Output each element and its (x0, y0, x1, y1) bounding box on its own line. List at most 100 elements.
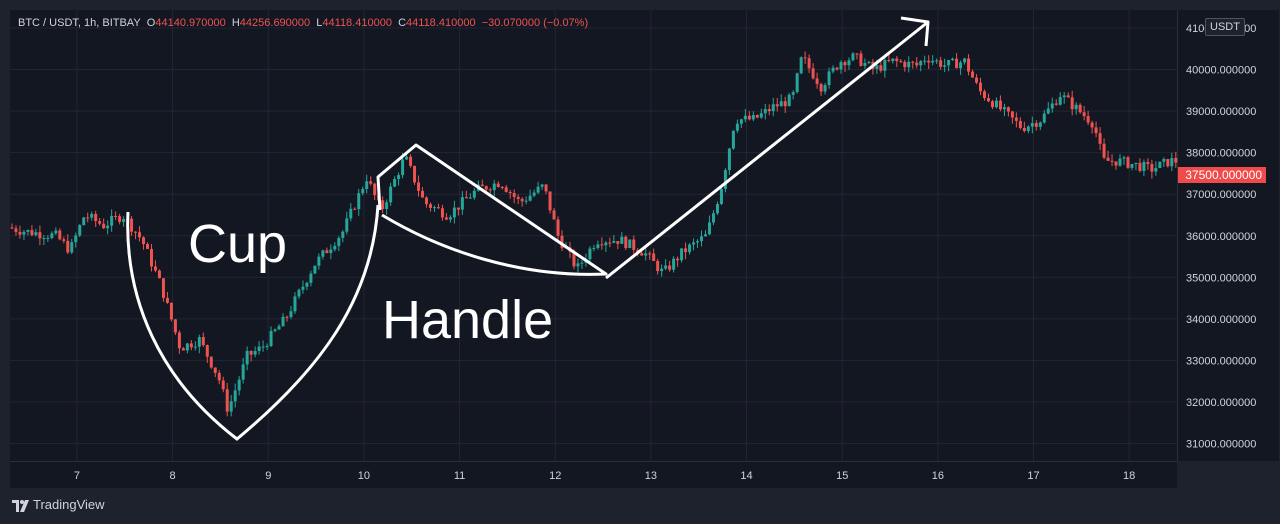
y-tick-label: 33000.000000 (1186, 355, 1256, 367)
candle-body (110, 215, 114, 226)
candle-body (405, 156, 409, 160)
candle-body (146, 244, 150, 249)
candle-body (297, 289, 301, 297)
candle-body (209, 356, 213, 368)
candle-body (197, 337, 201, 347)
candle-body (233, 390, 237, 402)
candle-body (480, 184, 484, 187)
candle-body (1086, 116, 1090, 123)
candle-body (181, 348, 185, 351)
candle-body (1106, 157, 1110, 161)
candle-body (1174, 158, 1178, 163)
candle-body (1054, 103, 1058, 105)
candle-body (90, 213, 94, 218)
candle-body (229, 401, 233, 412)
candle-body (157, 270, 161, 279)
legend-open-value: 44140.970000 (155, 17, 226, 29)
candle-body (1058, 97, 1062, 105)
candle-body (78, 225, 82, 236)
candle-body (727, 148, 731, 171)
candle-body (608, 242, 612, 244)
candle-body (34, 232, 38, 236)
candle-body (1130, 163, 1134, 168)
candle-body (86, 217, 90, 219)
candle-body (947, 60, 951, 66)
candle-body (632, 239, 636, 250)
candle-body (428, 204, 432, 208)
candle-body (385, 202, 389, 209)
candle-body (827, 71, 831, 86)
candle-body (74, 235, 78, 243)
tradingview-brand-label[interactable]: TradingView (33, 497, 105, 512)
candle-body (851, 53, 855, 61)
candle-body (452, 207, 456, 218)
x-tick-label: 15 (836, 470, 848, 482)
candle-body (464, 197, 468, 199)
candle-body (959, 62, 963, 69)
candle-body (118, 216, 122, 222)
candle-body (1030, 123, 1034, 127)
candle-body (572, 251, 576, 267)
candle-body (982, 91, 986, 99)
candle-body (548, 191, 552, 211)
candle-body (656, 260, 660, 272)
candle-body (986, 98, 990, 102)
candle-body (767, 109, 771, 112)
candle-body (401, 159, 405, 176)
candle-body (1074, 104, 1078, 110)
candle-body (10, 227, 14, 229)
candle-body (967, 58, 971, 72)
y-tick-label: 34000.000000 (1186, 314, 1256, 326)
candle-body (353, 208, 357, 210)
candle-body (153, 266, 157, 271)
x-tick-label: 8 (170, 470, 176, 482)
candle-body (943, 65, 947, 67)
candle-body (102, 223, 106, 229)
legend-high-value: 44256.690000 (239, 17, 311, 29)
candle-body (751, 114, 755, 120)
candle-body (425, 197, 429, 205)
candle-body (680, 248, 684, 261)
candle-body (1046, 108, 1050, 114)
candle-body (313, 265, 317, 274)
candle-body (990, 101, 994, 108)
candle-body (628, 239, 632, 249)
candle-body (201, 337, 205, 346)
legend-open-label: O (146, 17, 156, 29)
candle-body (46, 237, 50, 239)
candle-body (281, 316, 285, 327)
tradingview-logo-icon[interactable] (12, 499, 30, 513)
candle-body (612, 241, 616, 243)
cup-label: Cup (188, 214, 287, 274)
currency-unit-button[interactable]: USDT (1205, 18, 1245, 36)
candle-body (18, 231, 22, 235)
candle-body (771, 104, 775, 112)
candle-body (707, 222, 711, 235)
candle-body (520, 198, 524, 202)
candle-body (70, 242, 74, 253)
candle-body (1142, 162, 1146, 171)
legend-close-value: 44118.410000 (406, 17, 476, 29)
candle-body (98, 221, 102, 224)
legend-low-value: 44118.410000 (322, 17, 392, 29)
candle-body (149, 248, 153, 267)
candle-body (193, 346, 197, 348)
y-tick-label: 31000.000000 (1186, 439, 1256, 451)
candle-body (106, 225, 110, 229)
candle-body (393, 179, 397, 187)
breakout-arrow-line (605, 20, 929, 280)
candle-body (265, 345, 269, 347)
candle-body (676, 258, 680, 261)
candle-body (1070, 97, 1074, 110)
candle-body (257, 346, 261, 352)
candle-body (823, 85, 827, 92)
candle-body (512, 193, 516, 197)
candle-body (1102, 143, 1106, 158)
candle-body (169, 302, 173, 320)
candle-body (516, 196, 520, 199)
candle-body (114, 215, 118, 217)
candle-body (325, 250, 329, 254)
x-tick-label: 17 (1027, 470, 1039, 482)
candle-body (361, 189, 365, 194)
